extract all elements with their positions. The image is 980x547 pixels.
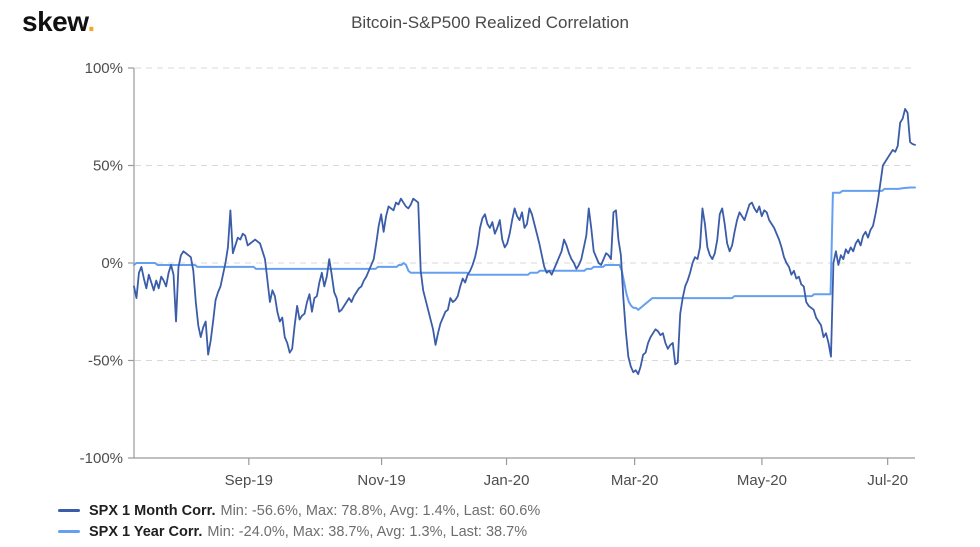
legend-item-spx-1-year[interactable]: SPX 1 Year Corr. Min: -24.0%, Max: 38.7%… <box>58 521 958 542</box>
legend-label-spx-1-month: SPX 1 Month Corr. <box>89 502 216 519</box>
x-tick-label: Jul-20 <box>867 472 908 489</box>
legend-label-spx-1-year: SPX 1 Year Corr. <box>89 523 203 540</box>
chart-plot-area: 100% 50% 0% -50% -100% Sep-19 Nov-19 Jan-20 Mar… <box>80 60 916 489</box>
x-axis-ticks: Sep-19 Nov-19 Jan-20 Mar-20 May-20 Jul-20 <box>225 458 908 489</box>
correlation-line-chart: 100% 50% 0% -50% -100% Sep-19 Nov-19 Jan-20 Mar… <box>80 60 916 489</box>
legend-stats-spx-1-year: Min: -24.0%, Max: 38.7%, Avg: 1.3%, Last… <box>207 523 528 540</box>
y-tick-label: 100% <box>85 60 123 77</box>
legend-swatch-spx-1-month <box>58 509 80 512</box>
skew-logo: skew. <box>22 8 95 36</box>
x-tick-label: Sep-19 <box>225 472 273 489</box>
legend-stats-spx-1-month: Min: -56.6%, Max: 78.8%, Avg: 1.4%, Last… <box>220 502 541 519</box>
brand-dot: . <box>87 6 95 37</box>
series-line-spx-1-year <box>133 186 916 311</box>
y-tick-label: 50% <box>93 158 123 175</box>
y-tick-label: -50% <box>88 353 123 370</box>
data-series <box>133 108 916 376</box>
x-tick-label: Nov-19 <box>357 472 405 489</box>
y-tick-label: 0% <box>101 255 123 272</box>
y-tick-label: -100% <box>80 450 123 467</box>
series-line-spx-1-month <box>133 108 916 376</box>
page-title: Bitcoin-S&P500 Realized Correlation <box>351 13 629 32</box>
brand-name: skew <box>22 6 88 37</box>
x-tick-label: Mar-20 <box>611 472 659 489</box>
y-axis-ticks: 100% 50% 0% -50% -100% <box>80 60 134 467</box>
gridlines <box>135 67 915 459</box>
legend-item-spx-1-month[interactable]: SPX 1 Month Corr. Min: -56.6%, Max: 78.8… <box>58 500 958 521</box>
x-tick-label: Jan-20 <box>484 472 530 489</box>
chart-legend: SPX 1 Month Corr. Min: -56.6%, Max: 78.8… <box>58 500 958 542</box>
axis-lines <box>133 68 915 459</box>
legend-swatch-spx-1-year <box>58 530 80 533</box>
x-tick-label: May-20 <box>737 472 787 489</box>
